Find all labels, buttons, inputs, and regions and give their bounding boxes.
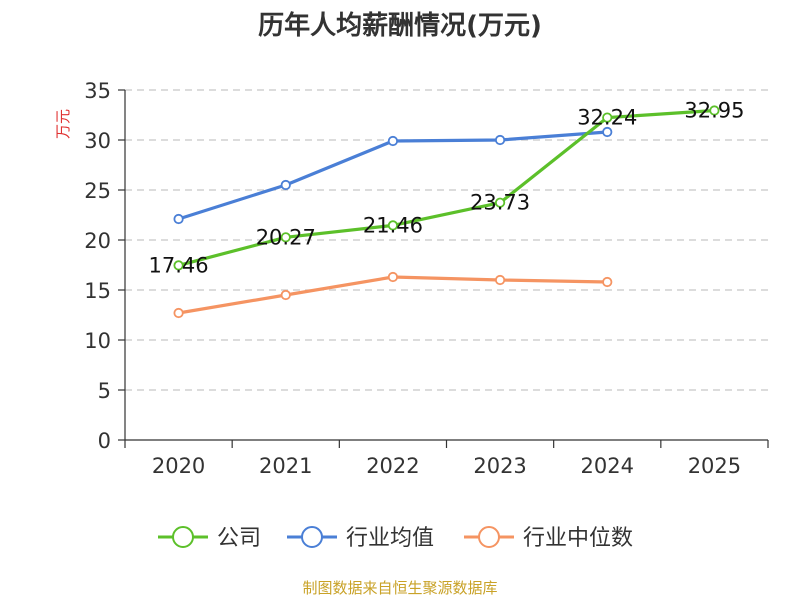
y-tick-label: 5 <box>98 379 111 403</box>
data-label: 32.95 <box>684 99 744 123</box>
data-point[interactable] <box>494 134 506 146</box>
x-tick-label: 2022 <box>366 454 419 478</box>
legend-label: 行业中位数 <box>523 526 633 551</box>
series-0 <box>173 105 720 271</box>
y-tick-labels: 0 5 10 15 20 25 30 35 <box>84 79 111 453</box>
legend[interactable]: 公司 行业均值 行业中位数 <box>158 526 633 551</box>
y-tick-label: 30 <box>84 129 111 153</box>
data-point[interactable] <box>173 307 184 319</box>
x-tick-label: 2025 <box>688 454 741 478</box>
data-point[interactable] <box>280 232 291 243</box>
legend-marker <box>301 526 323 548</box>
legend-label: 行业均值 <box>346 526 434 551</box>
legend-label: 公司 <box>217 526 261 551</box>
data-point[interactable] <box>709 105 720 116</box>
data-point[interactable] <box>602 126 613 138</box>
legend-marker <box>172 526 194 548</box>
x-tick-label: 2020 <box>152 454 205 478</box>
y-tick-label: 25 <box>84 179 111 203</box>
data-label: 32.24 <box>577 106 637 130</box>
legend-item[interactable]: 公司 <box>158 526 261 551</box>
y-tick-label: 15 <box>84 279 111 303</box>
data-point[interactable] <box>173 213 184 225</box>
legend-marker <box>478 526 500 548</box>
series-group <box>173 105 720 319</box>
data-point[interactable] <box>280 289 291 301</box>
data-label: 20.27 <box>256 225 316 249</box>
data-point[interactable] <box>280 179 291 191</box>
data-point[interactable] <box>173 260 184 271</box>
data-labels: 17.46 20.27 21.46 23.73 32.24 32.95 <box>149 99 745 278</box>
data-point[interactable] <box>494 274 506 286</box>
data-label: 21.46 <box>363 213 423 237</box>
data-point[interactable] <box>494 197 506 208</box>
y-tick-label: 10 <box>84 329 111 353</box>
legend-item[interactable]: 行业均值 <box>287 526 434 551</box>
data-label: 23.73 <box>470 191 530 215</box>
x-tick-label: 2024 <box>581 454 634 478</box>
y-tick-label: 0 <box>98 429 111 453</box>
series-2 <box>173 271 613 319</box>
y-tick-label: 35 <box>84 79 111 103</box>
chart-title: 历年人均薪酬情况(万元) <box>258 10 542 41</box>
data-point[interactable] <box>602 112 613 123</box>
x-tick-label: 2023 <box>473 454 526 478</box>
data-label: 17.46 <box>149 253 209 277</box>
x-tick-label: 2021 <box>259 454 312 478</box>
y-tick-label: 20 <box>84 229 111 253</box>
series-line <box>178 275 608 315</box>
x-tick-labels: 2020 2021 2022 2023 2024 2025 <box>152 454 741 478</box>
data-point[interactable] <box>387 135 399 147</box>
data-point[interactable] <box>387 220 399 231</box>
legend-item[interactable]: 行业中位数 <box>464 526 633 551</box>
data-point[interactable] <box>602 276 613 288</box>
source-note: 制图数据来自恒生聚源数据库 <box>302 579 497 597</box>
series-1 <box>173 126 613 225</box>
axes <box>118 89 769 448</box>
series-line <box>178 108 715 267</box>
data-point[interactable] <box>387 271 399 283</box>
y-axis-label: 万元 <box>54 109 72 139</box>
grid-lines <box>125 89 768 391</box>
